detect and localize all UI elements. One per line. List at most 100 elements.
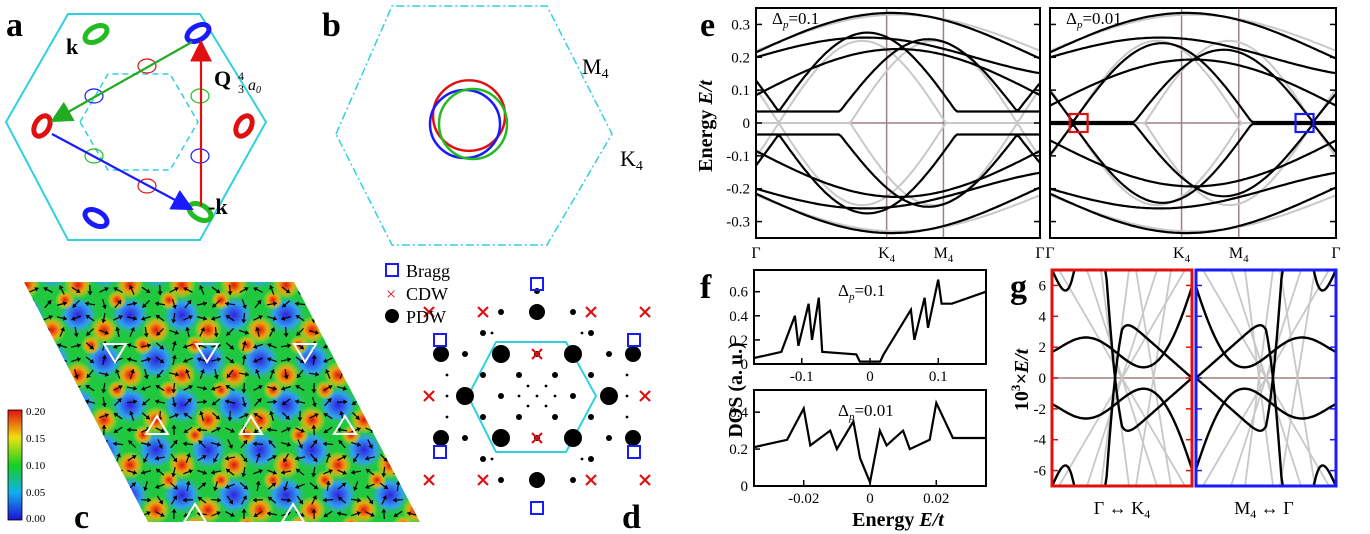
field-arrow <box>367 328 374 335</box>
field-arrow <box>337 344 346 348</box>
y-tick-label: 0 <box>743 116 751 132</box>
field-arrowhead <box>314 287 318 291</box>
field-arrowhead <box>20 359 24 363</box>
field-arrowhead <box>103 485 107 489</box>
field-arrow <box>409 328 414 337</box>
bragg-peak <box>628 446 640 458</box>
x-tick-sub: 4 <box>948 253 954 265</box>
field-arrowhead <box>73 487 78 491</box>
field-arrow <box>351 345 361 346</box>
y-tick-label: 0 <box>1039 371 1047 387</box>
pdw-peak-small <box>606 351 612 357</box>
pdw-peak-tiny <box>446 374 449 377</box>
field-arrow <box>58 441 65 448</box>
field-arrowhead <box>46 453 51 457</box>
pdw-peak <box>529 304 545 320</box>
field-arrowhead <box>352 303 356 307</box>
field-arrow <box>57 401 67 403</box>
field-arrow <box>352 301 360 307</box>
field-arrowhead <box>365 301 369 306</box>
field-arrowhead <box>19 345 23 349</box>
x-tick-label: Γ <box>1331 245 1340 262</box>
kagome-field-map <box>0 270 440 534</box>
field-arrowhead <box>15 301 19 306</box>
field-arrowhead <box>103 496 107 500</box>
pdw-legend-marker <box>385 309 399 323</box>
pdw-peak <box>456 387 474 405</box>
field-arrowhead <box>58 441 62 445</box>
field-arrowhead <box>424 375 429 379</box>
x-tick-sub: 4 <box>890 253 896 265</box>
field-arrowhead <box>90 428 94 432</box>
field-arrow <box>366 315 374 320</box>
y-tick-label: 0.2 <box>731 50 750 66</box>
panel-label-g: g <box>1010 269 1027 306</box>
field-arrow <box>425 369 426 379</box>
pdw-peak <box>564 429 582 447</box>
field-arrowhead <box>16 315 20 319</box>
minus-k-label: -k <box>208 194 228 219</box>
field-arrow <box>310 287 318 292</box>
pdw-peak <box>625 430 641 446</box>
field-arrow <box>101 496 106 504</box>
field-arrowhead <box>63 470 67 475</box>
field-arrowhead <box>86 469 90 473</box>
field-arrow <box>44 427 52 432</box>
panel-f: f DOS (a. u.) 0.60.40.20-0.1 0 0.1Δp=0.1 0… <box>700 269 986 531</box>
q-fraction-num: 4 <box>238 69 244 83</box>
field-arrow <box>379 331 389 333</box>
y-tick-label: 2 <box>1039 340 1047 356</box>
colorbar-tick: 0.10 <box>26 460 46 472</box>
fermi-pocket-blue <box>184 21 212 45</box>
field-arrow <box>60 411 63 420</box>
field-arrow <box>396 453 399 463</box>
field-arrowhead <box>407 427 411 432</box>
field-arrow <box>33 313 35 323</box>
field-arrowhead <box>381 389 386 393</box>
field-arrow <box>340 328 345 337</box>
field-arrowhead <box>116 481 121 485</box>
field-arrowhead <box>408 497 412 501</box>
x-tick-label: -0.02 <box>788 491 819 507</box>
field-arrowhead <box>325 327 330 331</box>
panel-label-b: b <box>322 7 341 44</box>
band-plot-right: Γ K4 M4 ΓΔp=0.01 <box>1045 8 1340 265</box>
field-arrow <box>74 453 78 462</box>
field-arrowhead <box>393 358 397 363</box>
cdw-legend-marker: × <box>386 284 396 304</box>
k-label: k <box>66 34 79 59</box>
field-arrowhead <box>327 300 331 304</box>
field-arrow <box>352 287 360 293</box>
bragg-peak <box>434 334 446 346</box>
field-arrow <box>407 358 416 362</box>
field-arrowhead <box>87 417 92 421</box>
field-arrowhead <box>328 315 332 319</box>
field-arrowhead <box>412 470 416 475</box>
field-arrowhead <box>71 386 75 391</box>
pdw-peak-tiny <box>581 458 584 461</box>
legend-cdw: CDW <box>406 284 448 304</box>
field-arrow <box>351 387 361 390</box>
field-arrowhead <box>85 456 89 461</box>
field-arrow <box>15 401 25 403</box>
legend-d: Bragg × CDW PDW <box>385 261 450 327</box>
field-arrowhead <box>427 427 431 432</box>
field-arrow <box>100 482 107 489</box>
band-plot-left: 0.30.20.10-0.1-0.2-0.3Γ K4 M4 ΓΔp=0.1 <box>726 8 1044 265</box>
field-arrowhead <box>343 316 347 321</box>
pdw-peak <box>433 346 449 362</box>
y-tick-label: 0.2 <box>729 333 748 349</box>
panel-a: a k -k Q 4 3 a0 <box>6 7 266 240</box>
field-arrowhead <box>57 357 61 362</box>
g-right-xlabel: M4 ↔ Γ <box>1234 498 1293 521</box>
field-arrowhead <box>427 498 431 503</box>
bragg-peak <box>628 334 640 346</box>
field-arrowhead <box>409 411 414 415</box>
panel-label-f: f <box>700 269 712 306</box>
field-arrow <box>71 471 81 474</box>
field-arrow <box>16 329 23 336</box>
field-arrow <box>421 512 430 515</box>
field-arrowhead <box>57 511 61 516</box>
inner-zone-hexagon <box>80 74 198 170</box>
pdw-peak <box>564 345 582 363</box>
